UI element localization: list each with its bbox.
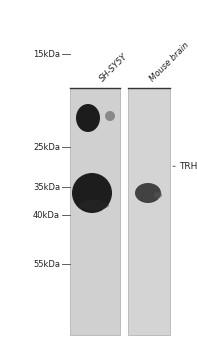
Ellipse shape: [105, 111, 115, 121]
Text: 15kDa: 15kDa: [33, 50, 60, 59]
Bar: [70, 88, 120, 335]
Ellipse shape: [154, 192, 162, 198]
Text: TRH: TRH: [179, 162, 197, 171]
Text: 55kDa: 55kDa: [33, 260, 60, 269]
Text: Mouse brain: Mouse brain: [148, 40, 191, 83]
Text: 25kDa: 25kDa: [33, 142, 60, 152]
Ellipse shape: [79, 200, 109, 210]
Ellipse shape: [76, 104, 100, 132]
Text: 35kDa: 35kDa: [33, 183, 60, 192]
Ellipse shape: [135, 183, 161, 203]
Bar: [128, 88, 170, 335]
Ellipse shape: [72, 173, 112, 213]
Text: SH-SY5Y: SH-SY5Y: [98, 51, 130, 83]
Text: 40kDa: 40kDa: [33, 211, 60, 220]
